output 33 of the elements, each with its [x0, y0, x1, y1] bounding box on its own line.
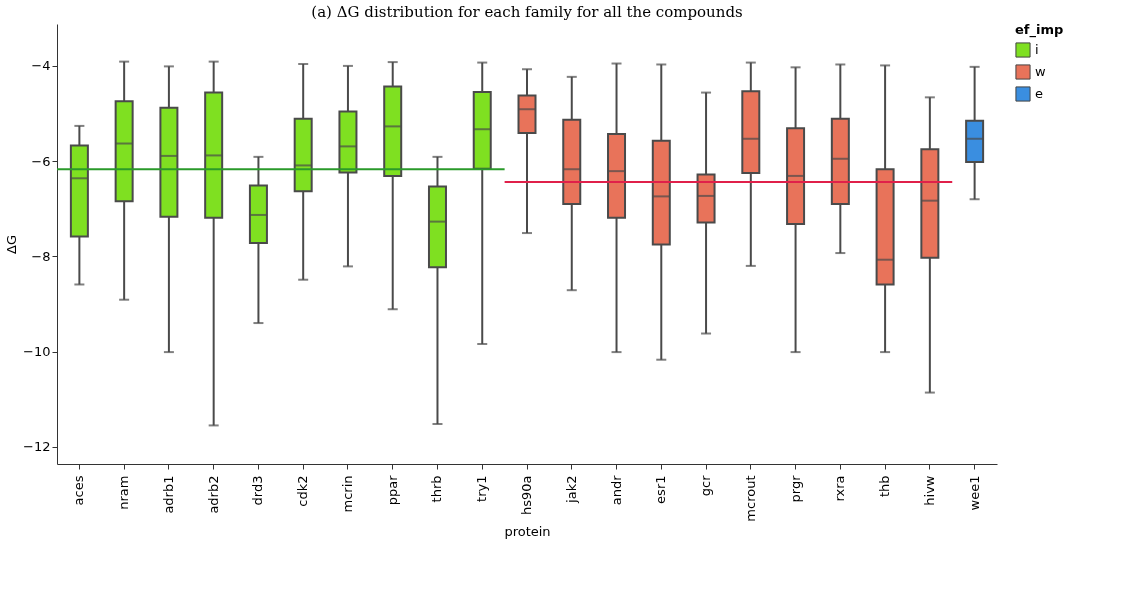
x-tick-label: thb [877, 475, 893, 498]
x-tick-label: hivw [921, 475, 937, 506]
chart-title: (a) ΔG distribution for each family for all the compounds [311, 3, 743, 21]
x-tick-label: try1 [474, 475, 490, 502]
legend-label: i [1035, 42, 1039, 57]
x-tick-label: gcr [698, 474, 714, 497]
x-tick-label: nram [116, 475, 132, 510]
x-tick-label: hs90a [519, 475, 534, 516]
x-tick-label: prgr [787, 474, 803, 503]
x-tick-label: thrb [429, 475, 445, 503]
x-tick-label: wee1 [966, 475, 982, 511]
x-tick-label: mcrout [742, 475, 758, 522]
x-tick-label: ppar [384, 474, 400, 506]
y-tick-label: −12 [23, 439, 51, 455]
x-tick-label: aces [71, 475, 87, 506]
y-tick-label: −10 [23, 344, 51, 360]
y-axis-title: ΔG [4, 235, 20, 254]
legend-title: ef_imp [1015, 22, 1064, 38]
legend-label: e [1035, 86, 1043, 101]
y-tick-label: −8 [31, 248, 51, 264]
y-tick-label: −6 [31, 153, 51, 169]
x-tick-label: adrb2 [205, 475, 221, 514]
legend-label: w [1035, 64, 1046, 79]
x-tick-label: esr1 [653, 475, 669, 504]
x-tick-label: andr [608, 474, 624, 506]
x-tick-label: rxra [832, 475, 848, 502]
x-tick-label: mcrin [339, 475, 355, 513]
x-tick-label: adrb1 [160, 475, 176, 514]
x-tick-label: cdk2 [295, 475, 311, 507]
x-tick-label: drd3 [250, 475, 266, 506]
y-tick-label: −4 [31, 58, 51, 74]
x-tick-label: jak2 [563, 475, 579, 504]
x-axis-title: protein [504, 523, 551, 539]
